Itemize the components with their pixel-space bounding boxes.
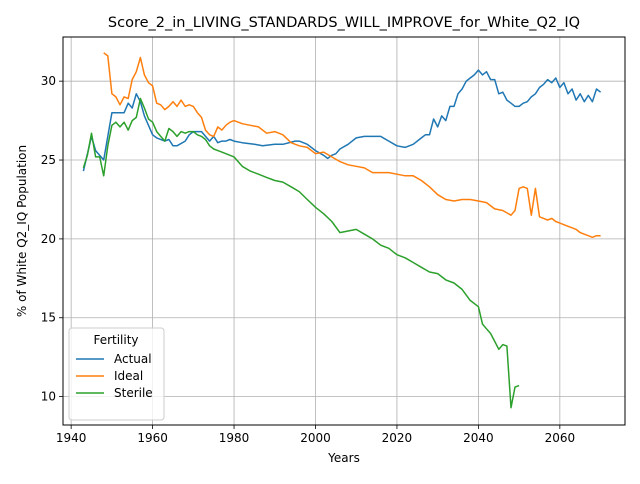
x-tick-label: 2040 xyxy=(463,431,494,445)
grid xyxy=(63,37,625,425)
series-line-ideal xyxy=(103,52,601,239)
series-line-sterile xyxy=(82,97,520,409)
plot-area-frame xyxy=(62,36,626,426)
x-tick-label: 1960 xyxy=(137,431,168,445)
legend-label-actual: Actual xyxy=(114,352,152,366)
x-tick-label: 2060 xyxy=(545,431,576,445)
y-tick-label: 15 xyxy=(41,311,56,325)
legend: Fertility Actual Ideal Sterile xyxy=(68,327,165,421)
legend-title: Fertility xyxy=(93,333,138,347)
x-tick-label: 2020 xyxy=(382,431,413,445)
chart-title: Score_2_in_LIVING_STANDARDS_WILL_IMPROVE… xyxy=(108,15,580,31)
x-axis-ticks: 1940 1960 1980 2000 2020 2040 2060 xyxy=(56,425,575,445)
legend-label-ideal: Ideal xyxy=(114,369,143,383)
y-tick-label: 25 xyxy=(41,153,56,167)
x-tick-label: 1940 xyxy=(56,431,87,445)
series-line-actual xyxy=(82,69,602,172)
x-tick-label: 2000 xyxy=(300,431,331,445)
x-tick-label: 1980 xyxy=(219,431,250,445)
y-tick-label: 30 xyxy=(41,74,56,88)
legend-box xyxy=(68,327,165,421)
y-tick-label: 20 xyxy=(41,232,56,246)
x-axis-label: Years xyxy=(327,451,360,465)
y-tick-label: 10 xyxy=(41,390,56,404)
y-axis-ticks: 10 15 20 25 30 xyxy=(41,74,63,404)
y-axis-label: % of White Q2_IQ Population xyxy=(15,145,29,317)
series-lines xyxy=(82,52,602,409)
legend-label-sterile: Sterile xyxy=(114,386,153,400)
